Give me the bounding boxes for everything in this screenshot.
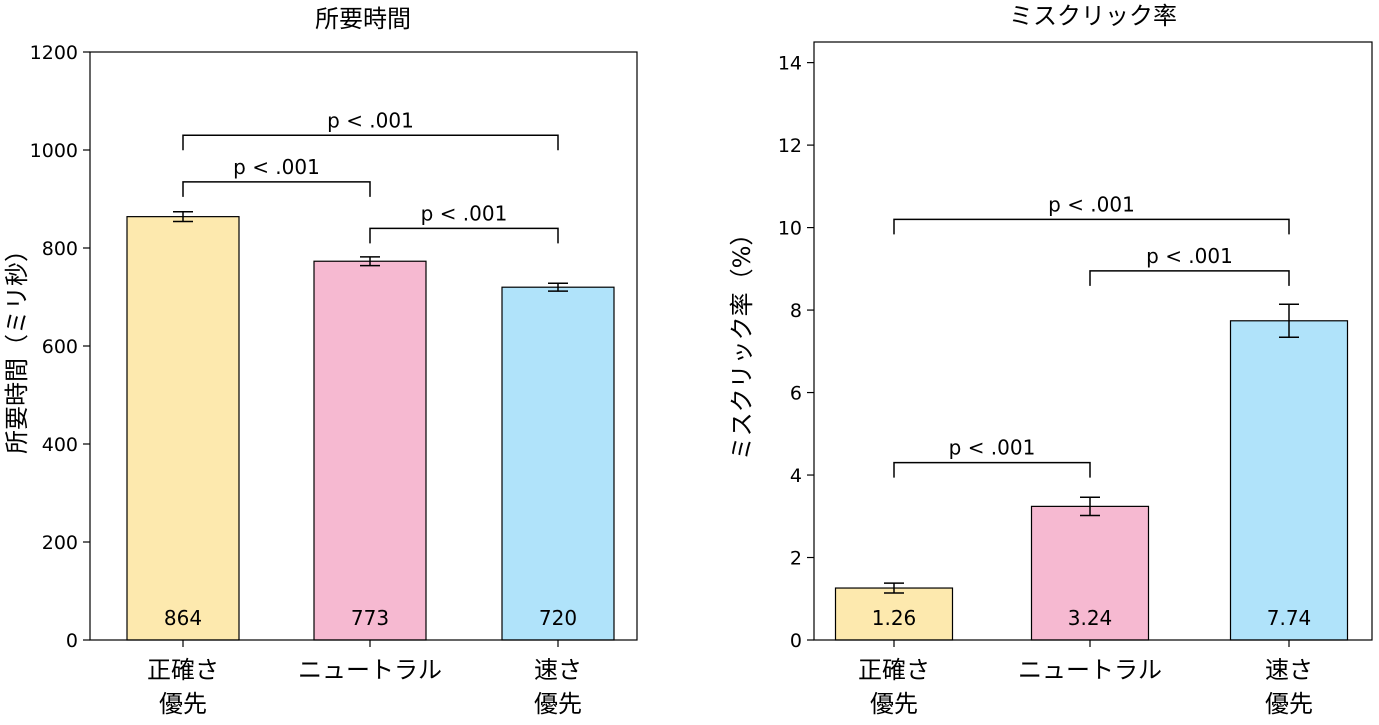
category-label: 優先 xyxy=(1265,690,1313,718)
category-label: 優先 xyxy=(534,690,582,718)
category-label: 優先 xyxy=(870,690,918,718)
y-tick-label: 800 xyxy=(42,238,78,260)
significance-label: p < .001 xyxy=(421,201,508,225)
plot-frame xyxy=(813,41,1373,641)
significance-bracket xyxy=(369,227,559,244)
plot-frame xyxy=(89,51,638,641)
value-label: 720 xyxy=(539,606,577,630)
bar xyxy=(313,260,427,641)
y-tick-label: 0 xyxy=(790,630,802,652)
significance-bracket xyxy=(1089,270,1290,286)
y-tick-label: 1000 xyxy=(30,140,78,162)
category-label: 速さ xyxy=(534,656,582,684)
y-tick-label: 10 xyxy=(778,218,802,240)
y-axis-label: 所要時間（ミリ秒） xyxy=(3,238,31,454)
value-label: 864 xyxy=(164,606,202,630)
bar xyxy=(501,286,615,641)
y-tick-label: 0 xyxy=(66,630,78,652)
value-label: 1.26 xyxy=(872,606,917,630)
category-label: 正確さ xyxy=(858,656,930,684)
significance-bracket xyxy=(182,134,559,151)
category-label: 優先 xyxy=(159,690,207,718)
y-tick-label: 8 xyxy=(790,300,802,322)
value-label: 3.24 xyxy=(1068,606,1113,630)
significance-label: p < .001 xyxy=(949,436,1036,460)
y-tick-label: 400 xyxy=(42,434,78,456)
category-label: ニュートラル xyxy=(1018,656,1162,684)
y-axis-label: ミスクリック率（%） xyxy=(728,222,756,461)
significance-label: p < .001 xyxy=(327,108,414,132)
significance-label: p < .001 xyxy=(1048,192,1135,216)
category-label: 正確さ xyxy=(147,656,219,684)
category-label: ニュートラル xyxy=(298,656,442,684)
y-tick-label: 14 xyxy=(778,53,802,75)
chart-title: 所要時間 xyxy=(315,5,411,33)
y-tick-label: 200 xyxy=(42,532,78,554)
bar xyxy=(1229,320,1349,641)
bar xyxy=(834,587,954,641)
value-label: 7.74 xyxy=(1267,606,1312,630)
significance-bracket xyxy=(182,181,371,197)
y-tick-label: 1200 xyxy=(30,42,78,64)
value-label: 773 xyxy=(351,606,389,630)
y-tick-label: 600 xyxy=(42,336,78,358)
y-tick-label: 2 xyxy=(790,548,802,570)
significance-label: p < .001 xyxy=(1146,244,1233,268)
category-label: 速さ xyxy=(1265,656,1313,684)
y-tick-label: 12 xyxy=(778,135,802,157)
y-tick-label: 6 xyxy=(790,383,802,405)
significance-label: p < .001 xyxy=(233,155,320,179)
bar xyxy=(126,216,240,641)
bar xyxy=(1030,505,1150,641)
y-tick-label: 4 xyxy=(790,465,802,487)
significance-bracket xyxy=(893,218,1290,235)
chart-title: ミスクリック率 xyxy=(1009,2,1177,30)
significance-bracket xyxy=(893,461,1091,478)
